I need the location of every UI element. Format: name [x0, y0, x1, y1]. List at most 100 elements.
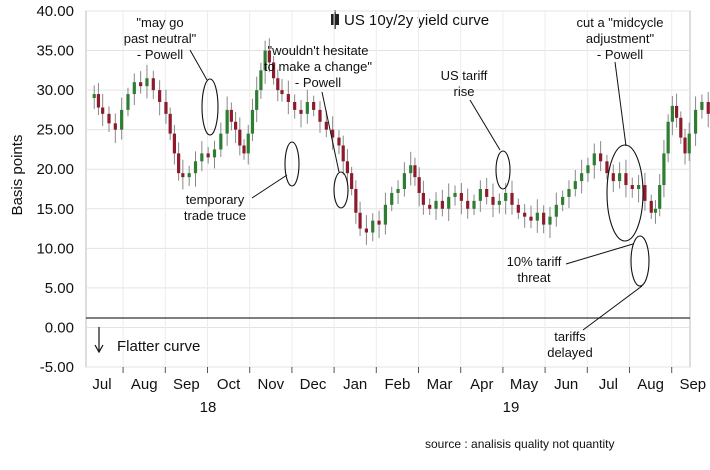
annotation-line: "may go	[136, 15, 183, 30]
candle-body	[542, 212, 546, 225]
annotation-line: - Powell	[597, 47, 643, 62]
candle-body	[383, 204, 387, 225]
annotation-line: - Powell	[295, 75, 341, 90]
candle-body	[96, 94, 101, 108]
candle-body	[259, 70, 263, 91]
y-tick-label: 25.00	[36, 122, 74, 139]
annotation-line: adjustment"	[586, 31, 655, 46]
y-tick-label: 35.00	[36, 43, 74, 60]
candle-body	[516, 204, 520, 213]
candle-body	[377, 220, 381, 225]
annotation-trade-truce: temporary trade truce	[184, 192, 246, 223]
down-arrow-head	[94, 344, 104, 354]
leader-delayed	[582, 285, 643, 331]
candle-body	[233, 121, 238, 130]
annotation-leaders	[189, 49, 643, 331]
candle-body	[573, 181, 577, 189]
x-tick-label: Nov	[257, 376, 284, 393]
candle-body	[402, 173, 406, 189]
candle-body	[523, 212, 527, 217]
candle-body	[605, 161, 609, 174]
candle-body	[299, 109, 303, 114]
candle-body	[246, 133, 250, 154]
candle-body	[428, 204, 432, 209]
year-label-18: 18	[200, 399, 217, 416]
annotation-may-go: "may go past neutral" - Powell	[124, 15, 197, 62]
candle-body	[219, 133, 223, 150]
annotation-line: delayed	[547, 345, 593, 360]
candle-body	[187, 173, 191, 178]
ellipse-oct	[201, 78, 219, 136]
leader-truce	[251, 174, 288, 199]
candle-body	[331, 129, 335, 138]
x-tick-label: Aug	[131, 376, 158, 393]
candle-body	[548, 216, 552, 225]
candle-body	[447, 196, 451, 209]
candle-body	[679, 117, 683, 138]
candle-body	[151, 78, 155, 91]
x-tick-label: May	[510, 376, 539, 393]
x-axis-ticks: Jul Aug Sep Oct Nov Dec Jan Feb Mar Apr May Jun Jul A…	[92, 367, 706, 393]
candle-body	[653, 208, 658, 213]
candle-body	[337, 137, 341, 146]
flatter-curve-label: Flatter curve	[117, 338, 200, 355]
candle-body	[687, 133, 691, 154]
candle-body	[271, 62, 276, 79]
annotation-line: to make a change"	[264, 59, 372, 74]
candle-body	[706, 101, 710, 114]
y-tick-label: 30.00	[36, 82, 74, 99]
leader-oct	[189, 49, 208, 81]
candle-body	[177, 153, 181, 174]
y-tick-label: 15.00	[36, 201, 74, 218]
candle-body	[535, 212, 539, 221]
candle-body	[478, 189, 482, 201]
grid	[85, 10, 691, 368]
annotation-line: threat	[517, 270, 551, 285]
candle-body	[107, 113, 111, 124]
candle-body	[459, 192, 463, 201]
x-tick-label: Sep	[173, 376, 200, 393]
candle-body	[561, 196, 565, 205]
ellipse-jul	[606, 144, 644, 242]
annotation-line: temporary	[186, 192, 245, 207]
candle-body	[168, 113, 172, 134]
annotation-line: tariffs	[554, 329, 586, 344]
leader-jan	[321, 91, 340, 173]
candle-body	[318, 109, 322, 122]
candle-body	[396, 189, 400, 193]
ellipse-nov	[284, 141, 300, 187]
annotation-line: trade truce	[184, 208, 246, 223]
candle-body	[485, 189, 489, 197]
annotation-tariff-threat: 10% tariff threat	[507, 254, 562, 285]
candle-body	[472, 200, 476, 209]
candle-body	[242, 145, 246, 154]
candle-body	[267, 50, 271, 63]
candle-body	[580, 173, 584, 182]
candle-body	[193, 161, 198, 174]
plot-frame	[85, 10, 691, 368]
x-tick-label: Jun	[554, 376, 578, 393]
candle-body	[263, 50, 267, 71]
candle-body	[364, 228, 369, 233]
x-tick-label: Oct	[217, 376, 241, 393]
candle-body	[670, 105, 674, 122]
annotation-line: past neutral"	[124, 31, 197, 46]
x-tick-label: Jul	[92, 376, 111, 393]
y-axis-ticks: 40.00 35.00 30.00 25.00 20.00 15.00 10.00 5.00 0…	[36, 3, 74, 376]
candle-body	[158, 90, 162, 102]
candle-body	[592, 153, 596, 166]
y-tick-label: 40.00	[36, 3, 74, 20]
annotation-line: "wouldn't hesitate	[267, 43, 368, 58]
candle-body	[554, 204, 558, 217]
chart-title: US 10y/2y yield curve	[331, 10, 489, 29]
candle-body	[200, 153, 204, 162]
candle-body	[229, 109, 233, 122]
annotation-line: - Powell	[137, 47, 183, 62]
y-tick-label: 20.00	[36, 161, 74, 178]
y-tick-label: 5.00	[45, 280, 74, 297]
candle-body	[434, 200, 438, 209]
candle-body	[101, 107, 105, 114]
candle-body	[212, 149, 217, 158]
x-tick-label: Jan	[343, 376, 367, 393]
candle-body	[250, 109, 255, 134]
